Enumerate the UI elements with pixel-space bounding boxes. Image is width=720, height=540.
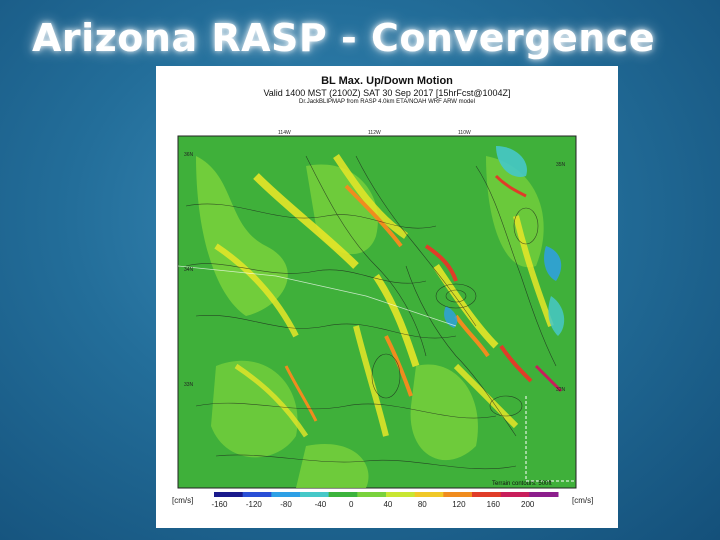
colorbar-segment xyxy=(214,492,244,497)
terrain-note: Terrain contours: 500ft xyxy=(492,481,552,487)
figure-title: BL Max. Up/Down Motion xyxy=(321,75,453,87)
lon-label: 112W xyxy=(368,130,381,136)
colorbar-segment xyxy=(328,492,358,497)
colorbar-tick-label: 200 xyxy=(521,500,535,509)
slide-title: Arizona RASP - Convergence xyxy=(32,16,656,60)
lon-label: 110W xyxy=(458,130,471,136)
colorbar-segment xyxy=(414,492,444,497)
colorbar-tick-label: 120 xyxy=(452,500,466,509)
colorbar-tick-label: -40 xyxy=(314,500,327,509)
colorbar-tick-label: -80 xyxy=(280,500,292,509)
lat-label: 32N xyxy=(556,387,566,393)
rasp-figure: BL Max. Up/Down Motion Valid 1400 MST (2… xyxy=(156,66,618,528)
colorbar-segment xyxy=(357,492,387,497)
lat-label: 36N xyxy=(184,152,194,158)
lat-label: 35N xyxy=(556,162,566,168)
colorbar-unit-left: [cm/s] xyxy=(172,496,194,505)
motion-field xyxy=(178,146,576,488)
colorbar xyxy=(214,492,559,497)
colorbar-tick-label: 80 xyxy=(417,500,427,509)
colorbar-segment xyxy=(242,492,272,497)
colorbar-tick-label: 0 xyxy=(349,500,354,509)
lat-label: 33N xyxy=(184,382,194,388)
valid-time-line: Valid 1400 MST (2100Z) SAT 30 Sep 2017 [… xyxy=(263,88,511,98)
model-line: Dr.JackBLIPMAP from RASP 4.0km ETA/NOAH … xyxy=(299,99,475,105)
colorbar-tick-label: -120 xyxy=(245,500,262,509)
colorbar-segment xyxy=(271,492,301,497)
colorbar-segment xyxy=(500,492,530,497)
colorbar-unit-right: [cm/s] xyxy=(572,496,594,505)
colorbar-segment xyxy=(300,492,330,497)
colorbar-tick-label: 160 xyxy=(486,500,500,509)
colorbar-tick-label: 40 xyxy=(383,500,393,509)
colorbar-segment xyxy=(472,492,502,497)
colorbar-segment xyxy=(386,492,416,497)
lon-label: 114W xyxy=(278,130,291,136)
convergence-map: 114W 112W 110W 36N 35N 34N 33N 32N Terra… xyxy=(177,130,577,497)
colorbar-segment xyxy=(529,492,559,497)
lat-label: 34N xyxy=(184,267,194,273)
colorbar-tick-label: -160 xyxy=(211,500,228,509)
colorbar-segment xyxy=(443,492,473,497)
